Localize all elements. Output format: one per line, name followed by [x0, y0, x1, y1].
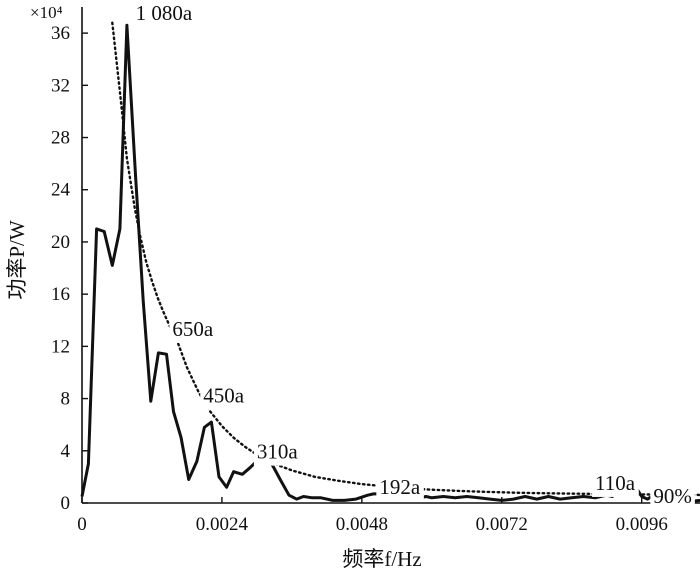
axes: [81, 7, 700, 504]
y-tick-label: 24: [51, 180, 71, 201]
y-tick-label: 8: [61, 389, 71, 410]
y-tick-label: 12: [51, 336, 70, 357]
annotation-background: [592, 468, 639, 497]
annotation-background: [200, 381, 248, 410]
x-tick-label: 0.0024: [196, 514, 249, 535]
annotations: 1 080a 650a 450a 310a 192a 110a 90%: [132, 0, 695, 510]
series-layer: [80, 21, 700, 504]
peak-annotation: 650a: [172, 317, 214, 341]
peak-annotation: 310a: [257, 440, 299, 464]
y-tick-label: 4: [61, 441, 71, 462]
peak-annotation: 450a: [203, 383, 245, 407]
annotation-background: [376, 472, 424, 501]
x-tick-label: 0.0072: [476, 514, 528, 535]
spectrum-line: [80, 23, 700, 504]
x-axis-title: 频率f/Hz: [342, 547, 421, 571]
peak-annotation: 110a: [595, 471, 636, 495]
y-tick-label: 32: [51, 75, 70, 96]
annotation-background: [253, 437, 302, 466]
x-tick-label: 0: [77, 514, 87, 535]
x-tick-label: 0.0096: [616, 514, 668, 535]
y-tick-label: 0: [61, 493, 71, 514]
y-tick-label: 28: [51, 128, 70, 149]
x-tick-label: 0.0048: [336, 514, 388, 535]
y-tick-label: 20: [51, 232, 70, 253]
annotation-background: [169, 314, 217, 343]
peak-annotation: 1 080a: [136, 1, 193, 25]
annotation-background: [132, 0, 196, 28]
ticks: 0 4 8 12 16 20 24 28 32 36 0 0.0024 0.0048 0.0072 0.00…: [51, 23, 668, 535]
peak-annotation: 90%: [653, 484, 692, 508]
peak-annotation: 192a: [379, 475, 421, 499]
y-tick-label: 16: [51, 284, 70, 305]
trend-curve-dotted: [111, 21, 700, 497]
y-multiplier-label: ×10⁴: [30, 3, 63, 22]
y-tick-label: 36: [51, 23, 70, 44]
y-axis-title: 功率P/W: [5, 220, 29, 300]
annotation-background: [650, 482, 695, 510]
